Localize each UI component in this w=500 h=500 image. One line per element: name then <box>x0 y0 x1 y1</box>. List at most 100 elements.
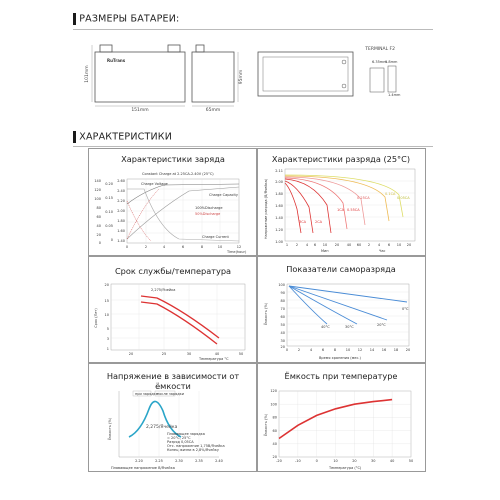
y-tick: 20 <box>273 455 277 459</box>
notes: Плавающее зарядка = 20°C, 25°C Разряд 0,… <box>167 432 225 452</box>
annotation: 2,275/Ячейка <box>146 423 178 430</box>
chart-voltage-capacity: Напряжение в зависимости от ёмкости Ёмко… <box>88 362 258 472</box>
pct-tick: 120 <box>94 188 101 192</box>
y-tick: 100 <box>278 283 285 287</box>
curve-40c <box>288 285 328 325</box>
y-axis-label: Ёмкость (%) <box>263 302 268 325</box>
y-axis-label: Ёмкость (%) <box>263 413 268 436</box>
x-tick: 10 <box>397 243 401 247</box>
life-curve-lower <box>140 301 218 345</box>
curve-30c <box>288 285 358 325</box>
charge-chart-svg: Constant Charge at 2.25CA-2.40V (25°C) 2… <box>94 172 247 254</box>
charge-capacity-curve <box>126 186 240 240</box>
curve-20c <box>288 285 388 321</box>
voltage-capacity-chart-svg: Ёмкость (%) при зарядке после зарядки 2,… <box>107 390 225 470</box>
series-label: 3CA <box>299 220 307 224</box>
curve-0c <box>288 285 408 303</box>
x-axis-label: Температура °C <box>198 357 229 361</box>
chart-capacity-temp: Ёмкость при температуре Ёмкость (%) 120 1… <box>256 362 426 472</box>
note: Конец жизни в 2,8%/Ячейку <box>167 448 219 452</box>
terminal-detail-3: 1.4mm <box>388 93 401 97</box>
capacity-temp-chart-svg: Ёмкость (%) 120 100 80 60 40 20 -20 -10 0 10 20 30… <box>263 389 413 470</box>
char-section-header: ХАРАКТЕРИСТИКИ <box>73 131 172 143</box>
x-tick: 20 <box>129 352 133 356</box>
series-label: 40°C <box>321 325 330 329</box>
volt-tick: 1.80 <box>117 219 125 223</box>
terminal-detail-2: 0.8mm <box>385 60 398 64</box>
volt-tick: 2.00 <box>117 209 125 213</box>
x-tick: 10 <box>218 245 222 249</box>
y-tick: 1.20 <box>275 228 283 232</box>
y-tick: 10 <box>105 313 109 317</box>
capacity-temp-curve <box>278 398 393 440</box>
pct-tick: 20 <box>97 233 101 237</box>
x-tick: 4 <box>378 243 381 247</box>
discharge-50-curve <box>126 188 160 240</box>
x-tick: 2.25 <box>155 459 163 463</box>
x-tick: -20 <box>276 459 282 463</box>
y-tick: 1.00 <box>275 240 283 244</box>
x-tick: 2.40 <box>215 459 223 463</box>
x-tick: 6 <box>182 245 184 249</box>
annotation: при зарядке <box>135 392 158 396</box>
pct-tick: 0 <box>99 241 101 245</box>
voltage-capacity-curve <box>128 400 182 438</box>
battery-dimension-drawings: 151mm 101mm RuTrans 65mm 95mm TERMINAL F… <box>84 44 401 113</box>
y-tick: 50 <box>281 323 285 327</box>
x-tick: 0 <box>126 245 128 249</box>
note: Плавающее зарядка <box>167 432 205 436</box>
x-ticks: 1 2 4 6 10 20 40 60 2 4 6 10 20 <box>286 243 411 247</box>
chart-charge: Характеристики заряда Constant Charge at… <box>88 148 258 257</box>
annotation: после зарядки <box>157 392 184 396</box>
side-height-label: 95mm <box>238 70 244 85</box>
x-tick: 60 <box>357 243 361 247</box>
chart-title: Срок службы/температура <box>114 266 232 276</box>
series-label: 0.55CA <box>347 208 360 212</box>
note: = 20°C, 25°C <box>167 436 191 440</box>
y-tick: 2.00 <box>275 180 283 184</box>
x-tick: 20 <box>335 243 339 247</box>
dims-section-header: РАЗМЕРЫ БАТАРЕИ: <box>73 13 179 25</box>
y-tick: 1.80 <box>275 192 283 196</box>
y-ticks: 20 15 10 5 3 1 <box>105 283 109 351</box>
pct-tick: 40 <box>97 224 101 228</box>
x-axis-label: Time(hour) <box>226 250 247 254</box>
volt-tick: 1.40 <box>117 239 125 243</box>
annotation: Charge Voltage <box>141 182 168 186</box>
curve-1ca <box>284 178 332 234</box>
pct-tick: 60 <box>97 215 101 219</box>
y-tick: 1.40 <box>275 216 283 220</box>
x-tick: 10 <box>323 243 327 247</box>
charge-current-curve <box>127 188 240 242</box>
top-view-drawing: TERMINAL F2 6.35mm 0.8mm 1.4mm <box>257 46 401 97</box>
curve-055ca <box>284 177 348 230</box>
series-label: 30°C <box>345 325 354 329</box>
pct-tick: 100 <box>94 197 101 201</box>
chart-title: Показатели саморазряда <box>286 264 396 274</box>
y-tick: 80 <box>281 299 285 303</box>
x-tick: 8 <box>334 348 336 352</box>
x-tick: 16 <box>382 348 386 352</box>
y-tick: 40 <box>273 442 277 446</box>
curve-005ca <box>284 174 404 218</box>
y-tick: 70 <box>281 307 285 311</box>
x-ticks: 0 2 4 6 8 10 12 <box>126 245 241 249</box>
y-tick: 30 <box>281 339 285 343</box>
note: Разряд 0,05CA <box>167 440 194 444</box>
x-tick: 1 <box>286 243 288 247</box>
x-unit-label: Час <box>379 249 386 253</box>
chart-title: Характеристики разряда (25°C) <box>271 154 411 164</box>
life-curve-upper <box>140 295 220 339</box>
life-chart-svg: Срок (Лет) 20 15 10 5 3 1 20 25 30 40 50… <box>94 283 246 361</box>
x-tick: 0 <box>316 459 318 463</box>
x-tick: 30 <box>187 352 191 356</box>
volt-tick: 1.60 <box>117 229 125 233</box>
cur-tick: 0.20 <box>105 182 113 186</box>
y-tick: 3 <box>107 337 109 341</box>
discharge-chart-svg: Напряжение разряда (В/Ячейка) 2.11 2.00 … <box>264 168 416 253</box>
header-divider <box>73 29 433 30</box>
x-axis-label: Температура (°C) <box>328 466 362 470</box>
x-tick: 2.30 <box>175 459 183 463</box>
front-width-label: 151mm <box>131 107 148 113</box>
x-tick: 14 <box>370 348 375 352</box>
